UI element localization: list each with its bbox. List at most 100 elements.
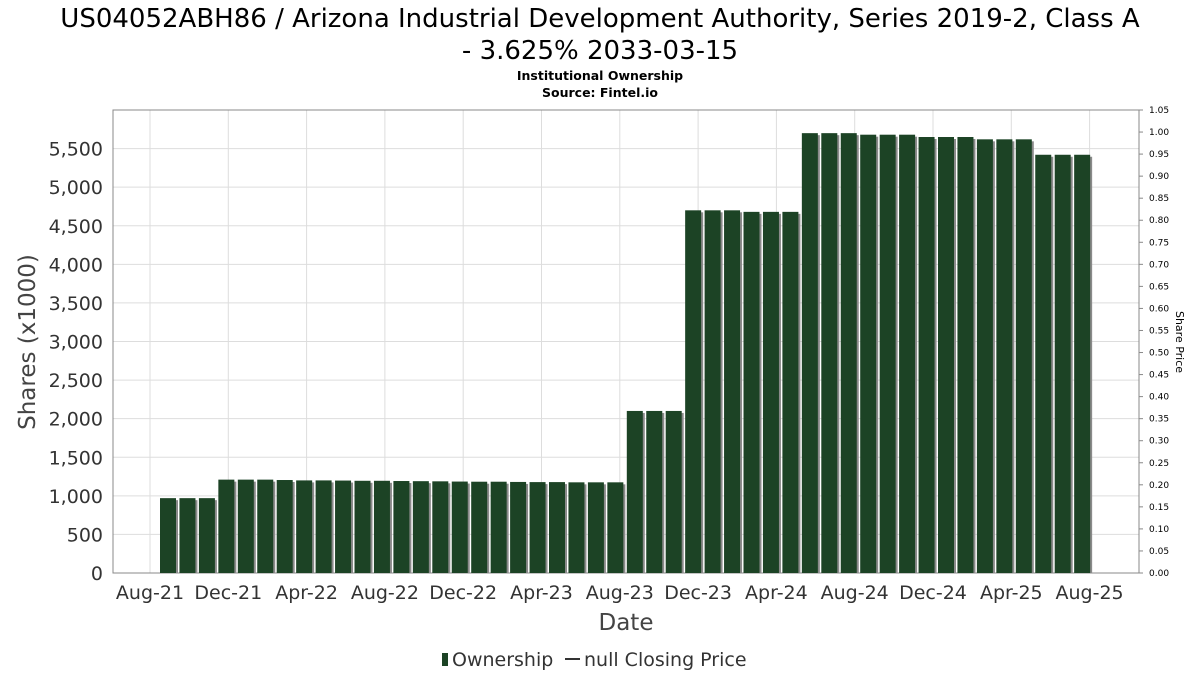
y-axis-title: Shares (x1000) (15, 254, 41, 430)
ownership-bar (996, 139, 1013, 573)
y-right-tick-label: 0.20 (1149, 481, 1169, 491)
ownership-bar (471, 481, 488, 573)
y-right-tick-label: 0.05 (1149, 547, 1169, 557)
y-right-tick-label: 1.05 (1149, 106, 1169, 116)
ownership-bar (976, 139, 993, 573)
y-right-tick-label: 0.90 (1149, 172, 1169, 182)
ownership-bar (1035, 154, 1052, 574)
y-right-tick-label: 0.25 (1149, 459, 1169, 469)
y-right-tick-label: 0.55 (1149, 326, 1169, 336)
y-right-tick-label: 0.30 (1149, 437, 1169, 447)
legend: Ownership null Closing Price (442, 649, 747, 671)
bars (160, 133, 1093, 574)
x-axis-title: Date (599, 610, 654, 636)
plot-area-border (112, 109, 1140, 574)
y-tick-label: 5,500 (49, 139, 103, 161)
y-right-tick-label: 0.10 (1149, 525, 1169, 535)
ownership-bar (490, 481, 507, 573)
ownership-bar (899, 134, 916, 573)
x-tick-label: Aug-24 (821, 582, 889, 604)
y-right-tick-label: 0.65 (1149, 282, 1169, 292)
ownership-bar (529, 482, 546, 573)
y-axis-right-ticks: 0.00 0.05 0.10 0.15 0.20 0.25 0.30 0.35 0.40 0.45… (1139, 106, 1169, 579)
ownership-bar (373, 480, 390, 573)
ownership-bar (179, 498, 196, 573)
y-right-tick-label: 0.40 (1149, 393, 1169, 403)
x-tick-label: Aug-22 (351, 582, 419, 604)
ownership-bar (704, 210, 721, 574)
y-right-tick-label: 0.60 (1149, 304, 1169, 314)
ownership-bar (957, 137, 974, 573)
y-axis-right-title: Share Price (1173, 311, 1186, 373)
x-tick-label: Dec-21 (194, 582, 262, 604)
ownership-bar (840, 133, 857, 573)
y-right-tick-label: 0.15 (1149, 503, 1169, 513)
chart-title-line1: US04052ABH86 / Arizona Industrial Develo… (60, 4, 1140, 34)
ownership-bar (276, 480, 293, 573)
ownership-bar (821, 133, 838, 573)
y-right-tick-label: 0.70 (1149, 260, 1169, 270)
y-right-tick-label: 0.95 (1149, 150, 1169, 160)
y-axis-left-ticks: 0 500 1,000 1,500 2,000 2,500 3,000 3,500 4,000 4… (49, 139, 103, 585)
x-tick-label: Apr-23 (510, 582, 573, 604)
y-right-tick-label: 0.35 (1149, 415, 1169, 425)
y-tick-label: 2,000 (49, 409, 103, 431)
ownership-bar (335, 480, 352, 573)
ownership-bar (782, 211, 799, 574)
x-tick-label: Dec-22 (429, 582, 497, 604)
y-tick-label: 3,500 (49, 293, 103, 315)
y-right-tick-label: 0.75 (1149, 238, 1169, 248)
ownership-bar (626, 410, 643, 573)
y-tick-label: 4,000 (49, 254, 103, 276)
ownership-bar (257, 479, 274, 573)
ownership-bar (198, 498, 215, 573)
x-tick-label: Aug-25 (1056, 582, 1124, 604)
ownership-bar (354, 480, 371, 573)
ownership-bar (296, 480, 313, 573)
y-right-tick-label: 1.00 (1149, 128, 1169, 138)
ownership-bar (451, 481, 468, 573)
x-tick-label: Apr-24 (745, 582, 808, 604)
ownership-bar (607, 482, 624, 573)
ownership-bar (160, 498, 176, 573)
ownership-bar (918, 137, 935, 573)
ownership-bar (412, 481, 429, 573)
y-right-tick-label: 0.85 (1149, 194, 1169, 204)
ownership-bar (860, 134, 877, 573)
ownership-bar (724, 210, 741, 574)
legend-price-label: null Closing Price (584, 649, 747, 671)
ownership-bar (315, 480, 332, 573)
x-tick-label: Aug-23 (586, 582, 654, 604)
y-tick-label: 1,000 (49, 486, 103, 508)
y-tick-label: 1,500 (49, 447, 103, 469)
ownership-bar (1074, 154, 1091, 574)
ownership-bar (393, 481, 410, 573)
legend-ownership-label: Ownership (452, 649, 553, 671)
x-axis-ticks: Aug-21 Dec-21 Apr-22 Aug-22 Dec-22 Apr-23 Aug-… (116, 582, 1124, 604)
ownership-bar (587, 482, 604, 573)
ownership-bar (762, 211, 779, 574)
x-tick-label: Aug-21 (116, 582, 184, 604)
y-right-tick-label: 0.00 (1149, 569, 1169, 579)
chart-title-line2: - 3.625% 2033-03-15 (462, 36, 738, 66)
ownership-bar (237, 479, 254, 573)
y-right-tick-label: 0.45 (1149, 371, 1169, 381)
y-tick-label: 4,500 (49, 216, 103, 238)
ownership-bar (801, 133, 818, 573)
y-right-tick-label: 0.80 (1149, 216, 1169, 226)
ownership-bar (743, 211, 760, 574)
ownership-bar (1015, 139, 1032, 573)
ownership-bar (1054, 154, 1071, 574)
ownership-bar (665, 410, 682, 573)
ownership-bar (218, 479, 235, 573)
x-tick-label: Dec-24 (899, 582, 967, 604)
y-tick-label: 3,000 (49, 332, 103, 354)
y-tick-label: 5,000 (49, 177, 103, 199)
ownership-bar (568, 482, 585, 573)
y-tick-label: 0 (91, 563, 103, 585)
y-right-tick-label: 0.50 (1149, 349, 1169, 359)
x-tick-label: Dec-23 (664, 582, 732, 604)
x-tick-label: Apr-25 (980, 582, 1043, 604)
ownership-bar (879, 134, 896, 573)
